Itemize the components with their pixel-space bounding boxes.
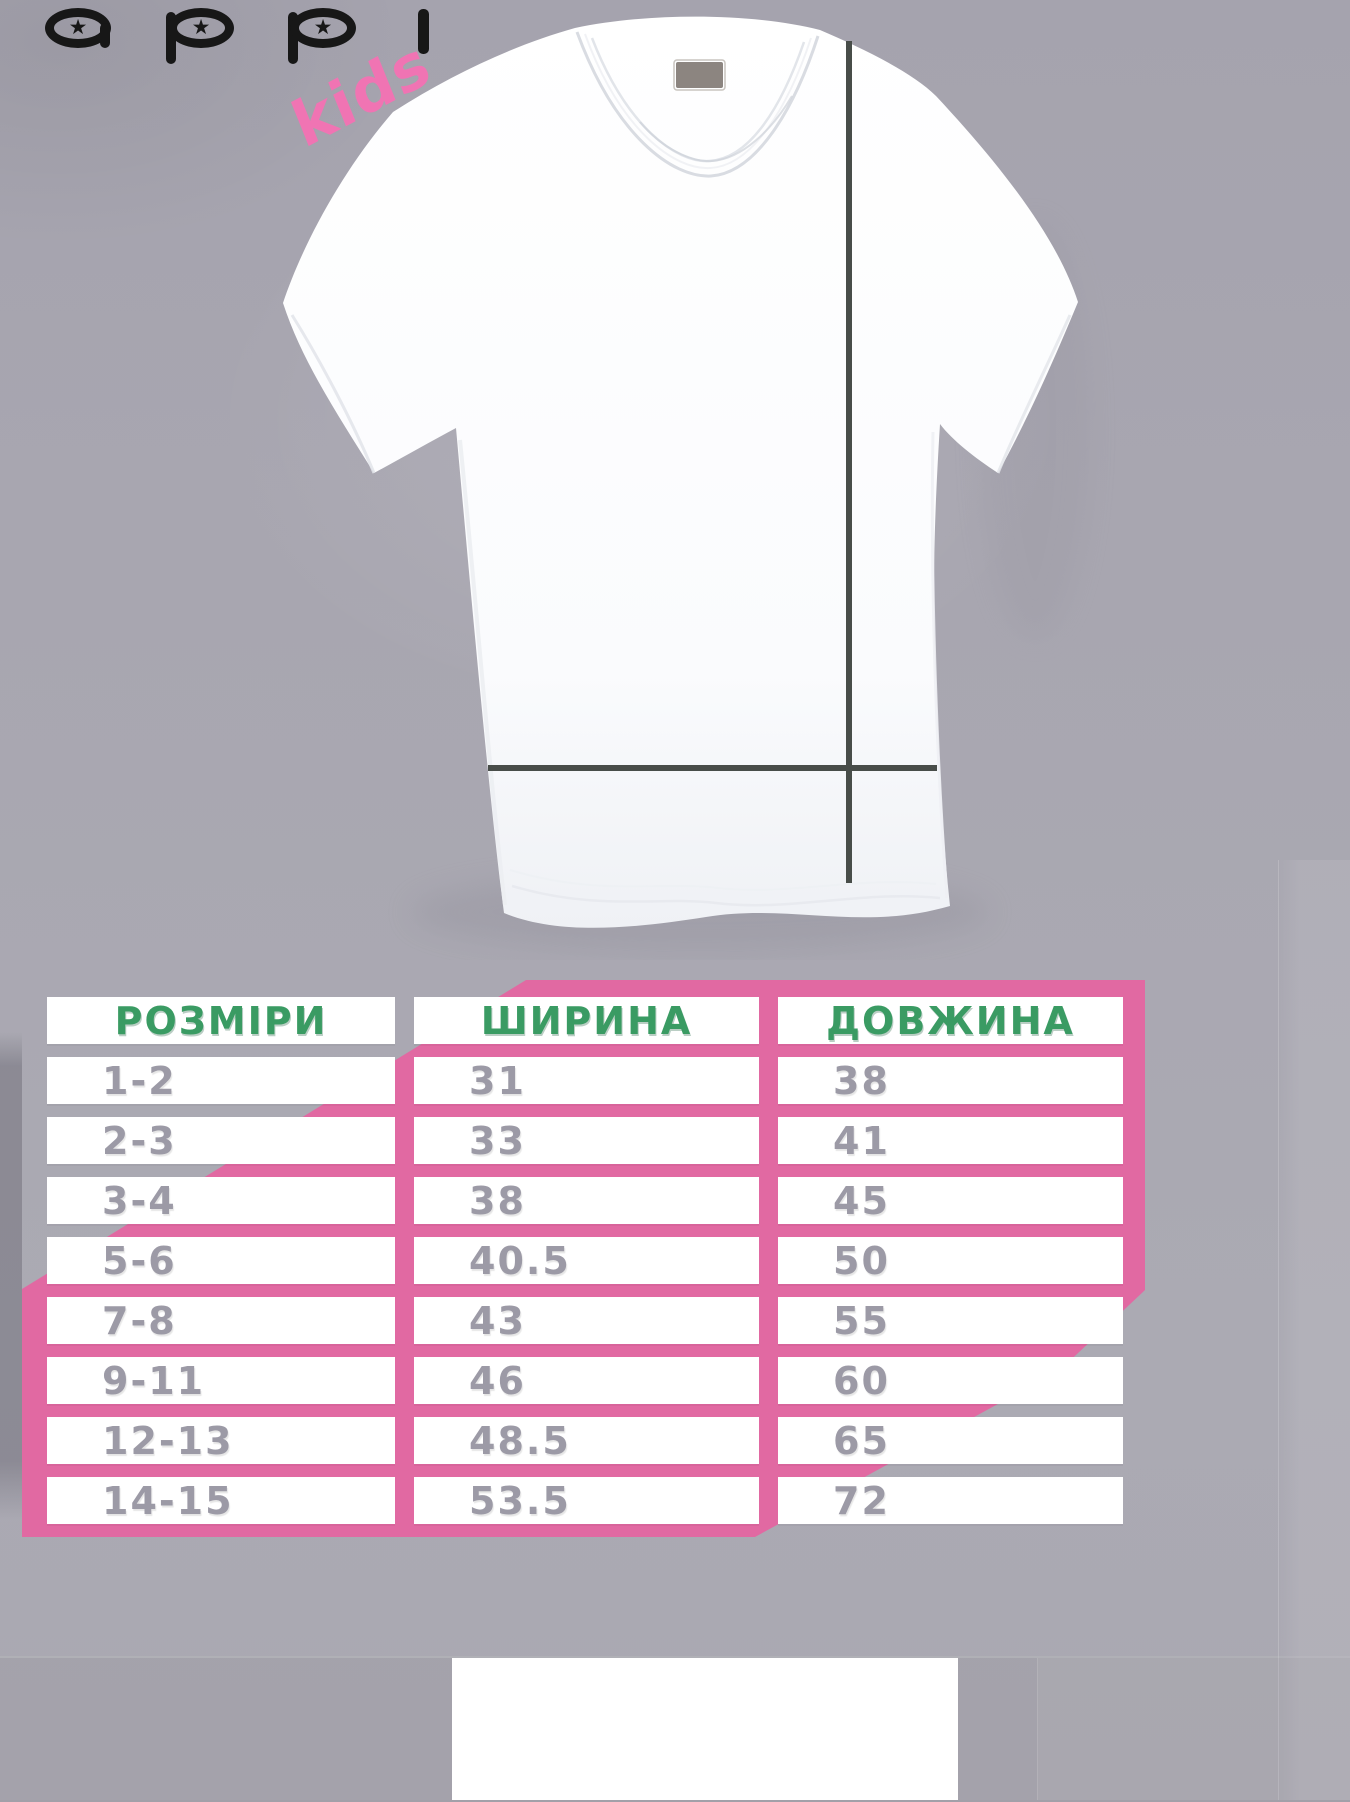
tshirt-photo [283, 16, 1090, 952]
header-length: ДОВЖИНА [778, 997, 1123, 1044]
hem-stitch-line-2 [509, 869, 937, 891]
size-table: РОЗМІРИ ШИРИНА ДОВЖИНА 1-2 31 38 2-3 33 … [47, 997, 1123, 1524]
left-body-crease [458, 439, 507, 906]
width-cell: 48.5 [414, 1417, 759, 1464]
neck-label-tag-rim [673, 59, 726, 91]
length-cell: 45 [778, 1177, 1123, 1224]
brand-wordmark-text: appi [0, 0, 1, 1]
logo-letter-p1-stem [166, 12, 176, 64]
size-cell: 9-11 [47, 1357, 395, 1404]
collar-outer-stitch [575, 31, 820, 178]
size-cell: 14-15 [47, 1477, 395, 1524]
width-cell: 46 [414, 1357, 759, 1404]
length-cell: 41 [778, 1117, 1123, 1164]
star-icon: ★ [191, 14, 211, 39]
length-cell: 72 [778, 1477, 1123, 1524]
header-sizes: РОЗМІРИ [47, 997, 395, 1044]
star-icon: ★ [68, 14, 88, 39]
neck-label-tag [676, 62, 723, 88]
length-cell: 38 [778, 1057, 1123, 1104]
header-width: ШИРИНА [414, 997, 759, 1044]
logo-letter-p1: ★ [168, 8, 234, 48]
hem-stitch-line [511, 884, 941, 907]
size-cell: 7-8 [47, 1297, 395, 1344]
size-cell: 3-4 [47, 1177, 395, 1224]
bottom-white-panel [452, 1658, 958, 1800]
brand-logo: appi ★ ★ ★ kids [0, 0, 520, 220]
left-sleeve-crease [290, 314, 376, 474]
size-cell: 2-3 [47, 1117, 395, 1164]
length-cell: 65 [778, 1417, 1123, 1464]
logo-letter-a-tail [100, 23, 110, 48]
logo-letter-p2: ★ [290, 8, 356, 48]
logo-letter-i [418, 9, 429, 54]
length-cell: 55 [778, 1297, 1123, 1344]
right-body-crease [930, 431, 949, 899]
size-cell: 5-6 [47, 1237, 395, 1284]
logo-kids-script: kids [282, 25, 441, 163]
width-cell: 43 [414, 1297, 759, 1344]
backdrop-right-edge [1278, 860, 1350, 1800]
star-icon: ★ [313, 14, 333, 39]
width-cell: 53.5 [414, 1477, 759, 1524]
size-cell: 12-13 [47, 1417, 395, 1464]
length-cell: 50 [778, 1237, 1123, 1284]
logo-letter-p2-stem [288, 12, 298, 64]
tshirt-outline [283, 16, 1078, 928]
length-cell: 60 [778, 1357, 1123, 1404]
collar-shadow-line [639, 95, 793, 163]
collar-mid-stitch [584, 33, 812, 170]
backdrop-floor-right [1037, 1658, 1350, 1800]
width-cell: 31 [414, 1057, 759, 1104]
right-sleeve-crease [996, 314, 1072, 474]
banner-left-shadow [0, 1032, 22, 1520]
width-cell: 38 [414, 1177, 759, 1224]
width-cell: 40.5 [414, 1237, 759, 1284]
width-cell: 33 [414, 1117, 759, 1164]
size-cell: 1-2 [47, 1057, 395, 1104]
